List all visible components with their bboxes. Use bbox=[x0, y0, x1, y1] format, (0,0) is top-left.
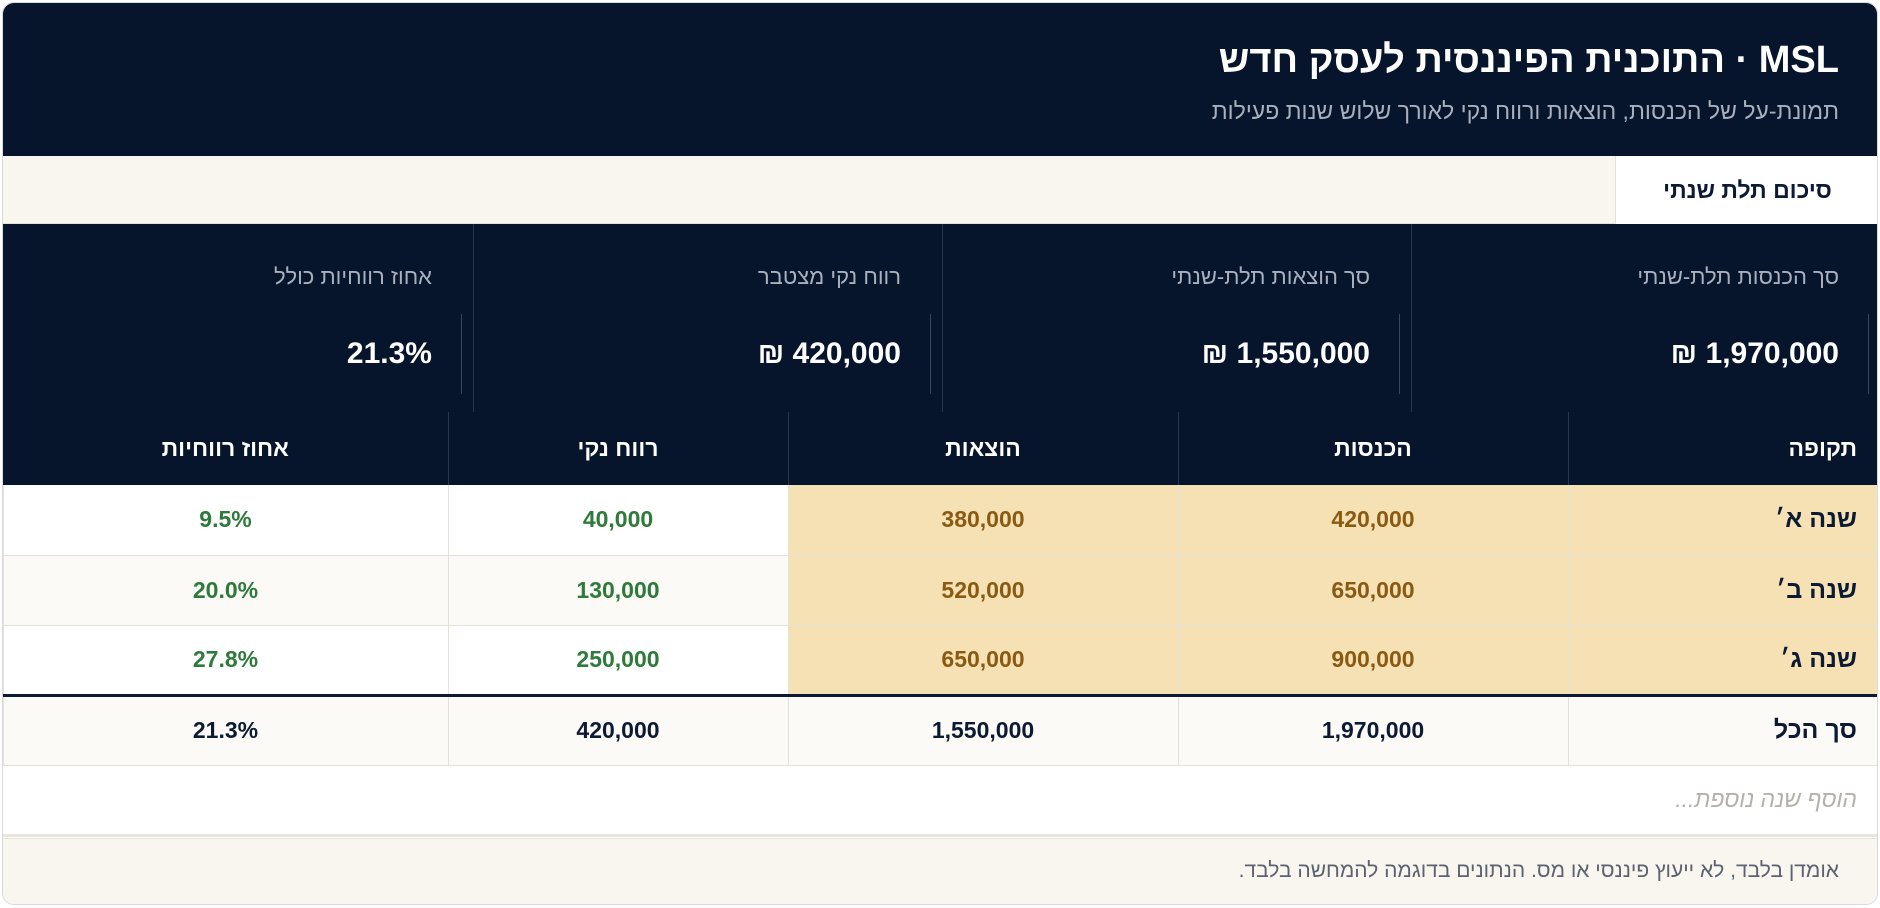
kpi-label: רווח נקי מצטבר bbox=[757, 264, 901, 289]
cell-total-net-profit: 420,000 bbox=[447, 693, 788, 766]
kpi-label: סך הכנסות תלת-שנתי bbox=[1637, 264, 1839, 289]
tab-three-year-summary[interactable]: סיכום תלת שנתי bbox=[1615, 156, 1877, 224]
page-title: MSL · התוכנית הפיננסית לעסק חדש bbox=[1218, 39, 1839, 81]
cell-period[interactable]: שנה ג׳ bbox=[1567, 625, 1877, 696]
kpi-divider bbox=[461, 314, 462, 394]
table-header-row: תקופה הכנסות הוצאות רווח נקי אחוז רווחיו… bbox=[3, 412, 1877, 485]
cell-total-expenses: 1,550,000 bbox=[787, 693, 1178, 766]
cell-net-profit: 250,000 bbox=[447, 625, 788, 696]
column-header-expenses: הוצאות bbox=[787, 412, 1178, 485]
column-header-net-profit: רווח נקי bbox=[447, 412, 788, 485]
cell-total-income: 1,970,000 bbox=[1177, 693, 1568, 766]
kpi-value: 420,000 ₪ bbox=[757, 337, 901, 370]
add-year-input[interactable]: הוסף שנה נוספת... bbox=[3, 765, 1877, 837]
cell-profitability: 20.0% bbox=[3, 555, 448, 626]
column-header-income: הכנסות bbox=[1177, 412, 1568, 485]
kpi-label: אחוז רווחיות כולל bbox=[274, 264, 432, 289]
yearly-financial-table: תקופה הכנסות הוצאות רווח נקי אחוז רווחיו… bbox=[3, 412, 1877, 837]
page-subtitle: תמונת-על של הכנסות, הוצאות ורווח נקי לאו… bbox=[1211, 98, 1839, 124]
kpi-value: 21.3% bbox=[346, 337, 432, 370]
kpi-label: סך הוצאות תלת-שנתי bbox=[1171, 264, 1370, 289]
kpi-total-income: סך הכנסות תלת-שנתי 1,970,000 ₪ bbox=[1411, 224, 1877, 412]
cell-net-profit: 40,000 bbox=[447, 485, 788, 556]
kpi-profitability: אחוז רווחיות כולל 21.3% bbox=[4, 224, 472, 412]
cell-total-profitability: 21.3% bbox=[3, 693, 448, 766]
column-header-period: תקופה bbox=[1567, 412, 1877, 485]
column-header-profitability: אחוז רווחיות bbox=[3, 412, 448, 485]
kpi-value: 1,550,000 ₪ bbox=[1201, 337, 1370, 370]
kpi-row: סך הכנסות תלת-שנתי 1,970,000 ₪ סך הוצאות… bbox=[3, 224, 1877, 412]
cell-period[interactable]: שנה א׳ bbox=[1567, 485, 1877, 556]
cell-net-profit: 130,000 bbox=[447, 555, 788, 626]
disclaimer-footer: אומדן בלבד, לא ייעוץ פיננסי או מס. הנתונ… bbox=[3, 838, 1877, 904]
kpi-divider bbox=[1868, 314, 1869, 394]
table-total-row: סך הכל 1,970,000 1,550,000 420,000 21.3% bbox=[3, 693, 1877, 766]
disclaimer-text: אומדן בלבד, לא ייעוץ פיננסי או מס. הנתונ… bbox=[1238, 859, 1839, 882]
cell-expenses[interactable]: 380,000 bbox=[787, 485, 1178, 556]
table-row: שנה ג׳ 900,000 650,000 250,000 27.8% bbox=[3, 625, 1877, 696]
page-header: MSL · התוכנית הפיננסית לעסק חדש תמונת-על… bbox=[3, 3, 1877, 156]
kpi-divider bbox=[1399, 314, 1400, 394]
cell-period[interactable]: שנה ב׳ bbox=[1567, 555, 1877, 626]
cell-expenses[interactable]: 650,000 bbox=[787, 625, 1178, 696]
add-year-row[interactable]: הוסף שנה נוספת... bbox=[3, 765, 1877, 837]
cell-income[interactable]: 650,000 bbox=[1177, 555, 1568, 626]
yearly-table-wrapper: תקופה הכנסות הוצאות רווח נקי אחוז רווחיו… bbox=[3, 412, 1877, 837]
cell-profitability: 27.8% bbox=[3, 625, 448, 696]
cell-income[interactable]: 420,000 bbox=[1177, 485, 1568, 556]
table-row: שנה ב׳ 650,000 520,000 130,000 20.0% bbox=[3, 555, 1877, 626]
kpi-net-profit: רווח נקי מצטבר 420,000 ₪ bbox=[473, 224, 941, 412]
cell-profitability: 9.5% bbox=[3, 485, 448, 556]
cell-expenses[interactable]: 520,000 bbox=[787, 555, 1178, 626]
cell-total-label: סך הכל bbox=[1567, 693, 1877, 766]
table-row: שנה א׳ 420,000 380,000 40,000 9.5% bbox=[3, 485, 1877, 556]
tab-bar: סיכום תלת שנתי bbox=[3, 156, 1877, 224]
cell-income[interactable]: 900,000 bbox=[1177, 625, 1568, 696]
kpi-total-expenses: סך הוצאות תלת-שנתי 1,550,000 ₪ bbox=[942, 224, 1410, 412]
kpi-divider bbox=[930, 314, 931, 394]
kpi-value: 1,970,000 ₪ bbox=[1670, 337, 1839, 370]
